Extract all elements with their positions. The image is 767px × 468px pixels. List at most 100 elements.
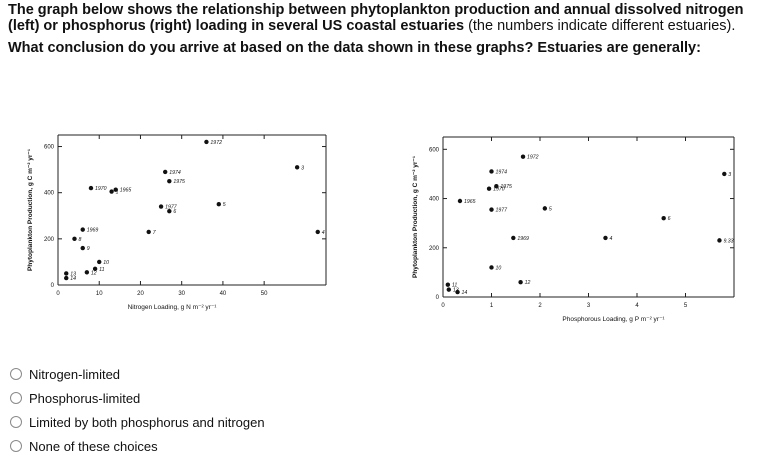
- nitrogen-data-point: [146, 229, 151, 235]
- nitrogen-point-label: 1: [116, 190, 119, 196]
- phosphorus-data-point: [489, 265, 494, 270]
- nitrogen-point-label: 1974: [169, 170, 181, 176]
- phosphorus-data-point: [511, 235, 516, 241]
- phosphorus-point-label: 1974: [496, 169, 508, 175]
- option-both-limited[interactable]: Limited by both phosphorus and nitrogen: [10, 410, 265, 434]
- phosphorus-data-point: [489, 207, 494, 212]
- nitrogen-x-tick-label: 0: [56, 291, 60, 297]
- phosphorus-data-point: [457, 198, 463, 204]
- radio-button[interactable]: [10, 416, 22, 428]
- nitrogen-data-point: [109, 189, 114, 194]
- phosphorus-data-point: [486, 186, 492, 191]
- nitrogen-point-label: 4: [322, 230, 325, 236]
- phosphorus-x-tick-label: 4: [635, 303, 639, 309]
- radio-button[interactable]: [10, 440, 22, 452]
- nitrogen-data-point: [64, 275, 69, 281]
- nitrogen-x-tick-label: 50: [261, 291, 268, 297]
- phosphorus-point-label: 6: [668, 216, 671, 222]
- nitrogen-data-point: [84, 270, 90, 275]
- nitrogen-point-label: 1977: [165, 205, 178, 211]
- nitrogen-y-tick-label: 400: [44, 191, 55, 197]
- nitrogen-point-label: 11: [99, 267, 104, 273]
- nitrogen-point-label: 13: [70, 271, 76, 277]
- nitrogen-data-point: [72, 236, 77, 242]
- nitrogen-point-label: 1965: [120, 188, 132, 194]
- option-label: None of these choices: [29, 438, 158, 454]
- nitrogen-chart: 0 10 20 30 40 50 0 200 400 600 Nitrogen Loading, g…: [8, 130, 338, 335]
- phosphorus-data-point: [494, 184, 499, 189]
- phosphorus-x-tick-label: 1: [490, 303, 494, 309]
- phosphorus-x-tick-label: 0: [441, 303, 445, 309]
- nitrogen-data-point: [92, 266, 98, 272]
- nitrogen-data-point: [64, 271, 69, 276]
- phosphorus-point-label: 11: [452, 283, 457, 289]
- radio-button[interactable]: [10, 368, 22, 380]
- nitrogen-point-label: 1970: [95, 186, 107, 192]
- nitrogen-y-tick-label: 0: [51, 283, 55, 289]
- nitrogen-point-label: 6: [173, 209, 176, 215]
- option-none[interactable]: None of these choices: [10, 434, 265, 458]
- nitrogen-x-tick-label: 10: [96, 291, 103, 297]
- phosphorus-x-tick-label: 5: [684, 303, 688, 309]
- nitrogen-x-tick-label: 40: [220, 291, 227, 297]
- phosphorus-point-label: 5: [549, 206, 552, 212]
- phosphorus-data-point: [455, 289, 460, 295]
- phosphorus-y-tick-label: 200: [429, 246, 440, 252]
- nitrogen-point-label: 8: [78, 237, 81, 243]
- nitrogen-data-point: [204, 139, 209, 145]
- phosphorus-x-axis-label: Phosphorous Loading, g P m⁻² yr⁻¹: [562, 316, 665, 323]
- phosphorus-data-point: [520, 154, 526, 159]
- nitrogen-chart-svg: 0 10 20 30 40 50 0 200 400 600 Nitrogen Loading, g…: [27, 134, 327, 311]
- phosphorus-point-label: 10: [496, 265, 502, 271]
- nitrogen-data-point: [163, 169, 168, 175]
- nitrogen-data-point: [88, 185, 94, 191]
- nitrogen-data-point: [80, 245, 85, 251]
- nitrogen-x-tick-label: 30: [178, 291, 185, 297]
- answer-options: Nitrogen-limited Phosphorus-limited Limi…: [10, 362, 265, 458]
- nitrogen-point-label: 9: [87, 246, 90, 252]
- nitrogen-y-tick-label: 200: [44, 237, 55, 243]
- phosphorus-point-label: 1975: [500, 184, 512, 190]
- nitrogen-point-label: 1975: [173, 179, 185, 185]
- phosphorus-point-label: 3: [728, 172, 731, 178]
- phosphorus-data-point: [722, 171, 727, 177]
- phosphorus-data-point: [445, 282, 451, 287]
- phosphorus-point-label: 9.33: [723, 238, 733, 244]
- phosphorus-point-label: 1972: [527, 155, 539, 161]
- nitrogen-data-point: [294, 165, 300, 170]
- option-nitrogen-limited[interactable]: Nitrogen-limited: [10, 362, 265, 386]
- nitrogen-point-label: 3: [301, 165, 304, 171]
- nitrogen-x-tick-label: 20: [137, 291, 144, 297]
- phosphorus-data-point: [489, 169, 494, 174]
- nitrogen-data-point: [80, 227, 85, 232]
- phosphorus-data-point: [542, 206, 548, 211]
- phosphorus-y-axis-label: Phytoplankton Production, g C m⁻² yr⁻¹: [412, 156, 419, 278]
- question-intro-normal: (the numbers indicate different estuarie…: [468, 18, 736, 34]
- radio-button[interactable]: [10, 392, 22, 404]
- phosphorus-point-label: 1970: [493, 187, 505, 193]
- option-label: Limited by both phosphorus and nitrogen: [29, 414, 265, 430]
- phosphorus-point-label: 1977: [496, 208, 509, 214]
- phosphorus-data-point: [603, 235, 608, 241]
- phosphorus-x-tick-label: 2: [538, 303, 542, 309]
- phosphorus-data-point: [518, 280, 523, 285]
- phosphorus-point-label: 1965: [464, 199, 476, 205]
- phosphorus-chart: 0 1 2 3 4 5 0 200 400 600 Phosphorous Loading, g P…: [398, 130, 743, 345]
- nitrogen-data-point: [315, 229, 320, 235]
- question-prompt: What conclusion do you arrive at based o…: [8, 40, 701, 56]
- phosphorus-point-label: 1969: [517, 236, 529, 242]
- nitrogen-point-label: 1969: [87, 228, 99, 234]
- nitrogen-data-point: [158, 204, 164, 209]
- nitrogen-data-point: [113, 187, 118, 192]
- phosphorus-point-label: 12: [525, 280, 531, 286]
- option-phosphorus-limited[interactable]: Phosphorus-limited: [10, 386, 265, 410]
- phosphorus-point-label: 4: [609, 236, 612, 242]
- phosphorus-data-point: [661, 216, 666, 221]
- phosphorus-data-point: [717, 238, 722, 243]
- nitrogen-point-label: 10: [103, 260, 109, 266]
- nitrogen-point-label: 12: [91, 270, 97, 276]
- question-intro-bold: The graph below shows the relationship b…: [8, 2, 744, 34]
- phosphorus-point-label: 14: [462, 290, 468, 296]
- nitrogen-y-tick-label: 600: [44, 145, 55, 151]
